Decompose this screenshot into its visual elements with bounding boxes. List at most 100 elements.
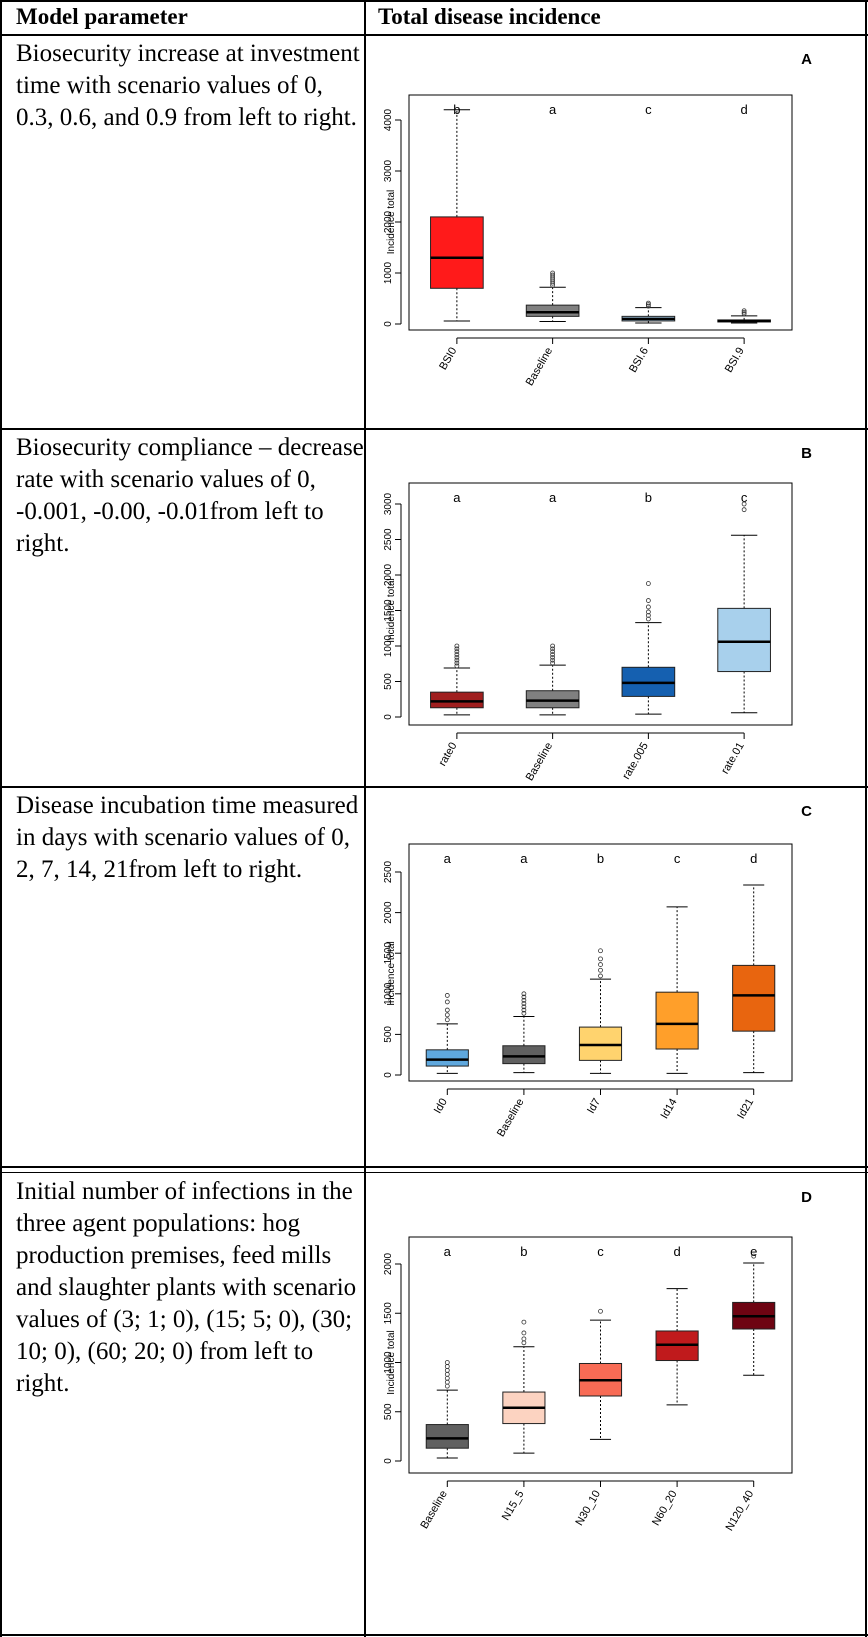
significance-letter: c: [674, 851, 681, 866]
y-axis-label: Incidence total: [386, 941, 397, 1006]
significance-letter: b: [645, 490, 652, 505]
significance-letter: b: [520, 1244, 527, 1259]
column-divider: [364, 0, 366, 1637]
outlier-point: [645, 303, 651, 309]
outlier-point: [454, 657, 460, 663]
boxplot-chart: B 0 500 1000 1500 2000 2500 3000 Incidence total…: [383, 445, 812, 783]
y-tick-label: 3000: [383, 492, 394, 515]
outlier-point: [521, 1004, 527, 1010]
significance-letter: c: [645, 102, 652, 117]
outlier-point: [741, 309, 747, 315]
outlier-point: [454, 652, 460, 657]
column-header-total-disease-incidence: Total disease incidence: [378, 4, 601, 29]
outlier-point: [598, 948, 603, 954]
y-axis-label: Incidence total: [386, 578, 397, 643]
outlier-point: [645, 616, 651, 622]
y-tick-label: 0: [383, 714, 394, 720]
outlier-point: [645, 613, 651, 618]
box: [425, 1424, 469, 1449]
outlier-point: [645, 598, 651, 603]
y-tick-label: 1000: [383, 261, 394, 284]
y-tick-label: 1500: [383, 599, 394, 622]
significance-letter: d: [673, 1244, 680, 1259]
row-divider: [0, 786, 868, 788]
outlier-point: [454, 643, 460, 649]
row-divider: [0, 1166, 868, 1168]
outlier-point: [454, 654, 460, 660]
outlier-point: [444, 1367, 450, 1373]
boxplot-panel-c: C 0 500 1000 1500 2000 2500 Incidence total a Id0…: [382, 792, 868, 1162]
x-tick-label: BSI0: [437, 346, 459, 373]
outlier-point: [444, 1017, 450, 1023]
outlier-point: [444, 993, 450, 998]
x-tick-label: Id7: [585, 1097, 603, 1116]
outlier-point: [521, 1001, 527, 1006]
table-border-left: [0, 0, 2, 1637]
row-description: Biosecurity increase at investment time …: [16, 40, 360, 131]
outlier-point: [598, 1308, 603, 1314]
outlier-point: [598, 973, 603, 979]
y-tick-label: 0: [383, 321, 394, 327]
significance-letter: a: [453, 490, 461, 505]
row-description: Biosecurity compliance – decrease rate w…: [16, 434, 364, 557]
outlier-point: [521, 1340, 527, 1346]
outlier-point: [444, 1375, 450, 1381]
x-tick-label: Baseline: [524, 741, 555, 783]
x-tick-label: Id21: [735, 1097, 756, 1122]
y-tick-label: 2000: [383, 210, 394, 233]
outlier-point: [550, 654, 556, 660]
outlier-point: [444, 1012, 450, 1018]
outlier-point: [521, 1330, 527, 1336]
outlier-point: [598, 967, 603, 973]
outlier-point: [645, 581, 651, 586]
panel-label: D: [801, 1189, 812, 1206]
box: [430, 216, 484, 289]
significance-letter: a: [520, 851, 528, 866]
outlier-point: [454, 660, 460, 666]
outlier-point: [521, 994, 527, 1000]
outlier-point: [645, 302, 651, 308]
outlier-point: [521, 1007, 527, 1013]
outlier-point: [550, 272, 556, 278]
x-tick-label: Baseline: [418, 1489, 449, 1532]
row-divider: [0, 1172, 868, 1173]
significance-letter: e: [750, 1244, 757, 1259]
y-tick-label: 3000: [383, 159, 394, 182]
outlier-point: [521, 997, 527, 1003]
x-tick-label: rate.01: [719, 741, 747, 777]
y-tick-label: 500: [383, 673, 394, 690]
box: [732, 964, 776, 1032]
significance-letter: a: [444, 1244, 452, 1259]
y-tick-label: 4000: [383, 108, 394, 131]
header-divider: [0, 34, 868, 36]
y-tick-label: 2000: [383, 563, 394, 586]
outlier-point: [550, 643, 556, 649]
outlier-point: [550, 657, 556, 663]
box: [430, 691, 484, 709]
outlier-point: [521, 1319, 527, 1325]
outlier-point: [598, 956, 603, 962]
outlier-point: [454, 646, 460, 652]
outlier-point: [444, 1007, 450, 1013]
y-axis-label: Incidence total: [386, 1330, 397, 1395]
y-tick-label: 0: [383, 1458, 394, 1464]
significance-letter: a: [549, 490, 557, 505]
box: [717, 607, 771, 673]
row-divider: [0, 428, 868, 430]
outlier-point: [521, 1010, 527, 1016]
y-tick-label: 1000: [383, 634, 394, 657]
outlier-point: [550, 646, 556, 652]
outlier-point: [444, 1383, 450, 1389]
y-axis-label: Incidence total: [386, 190, 397, 255]
y-tick-label: 2500: [383, 860, 394, 883]
outlier-point: [444, 999, 450, 1005]
x-tick-label: rate0: [437, 741, 460, 769]
significance-letter: c: [741, 490, 748, 505]
outlier-point: [521, 1336, 527, 1342]
x-tick-label: N120_40: [724, 1489, 757, 1534]
outlier-point: [550, 270, 556, 276]
y-tick-label: 2500: [383, 528, 394, 551]
plot-frame: [408, 843, 793, 1082]
outlier-point: [454, 663, 460, 669]
outlier-point: [645, 604, 651, 610]
